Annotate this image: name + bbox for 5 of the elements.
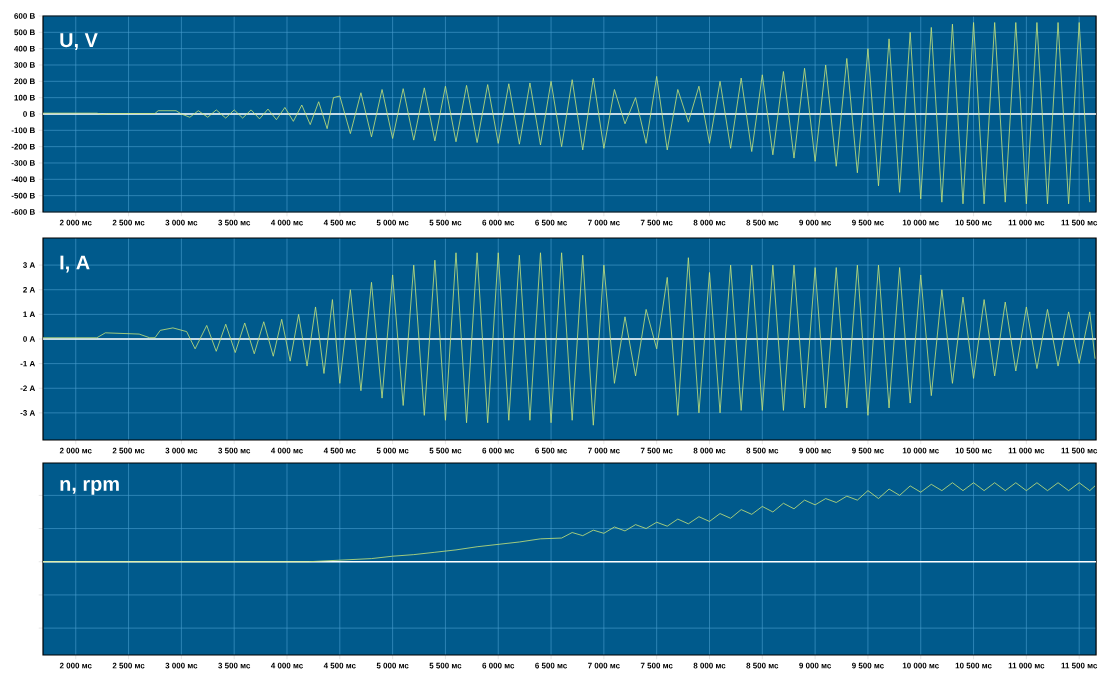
text: I, A <box>60 255 90 273</box>
text: U, V <box>60 33 98 51</box>
line-series <box>43 22 1091 205</box>
line-series <box>43 252 1096 426</box>
chart-title: n, rpm <box>60 479 119 495</box>
